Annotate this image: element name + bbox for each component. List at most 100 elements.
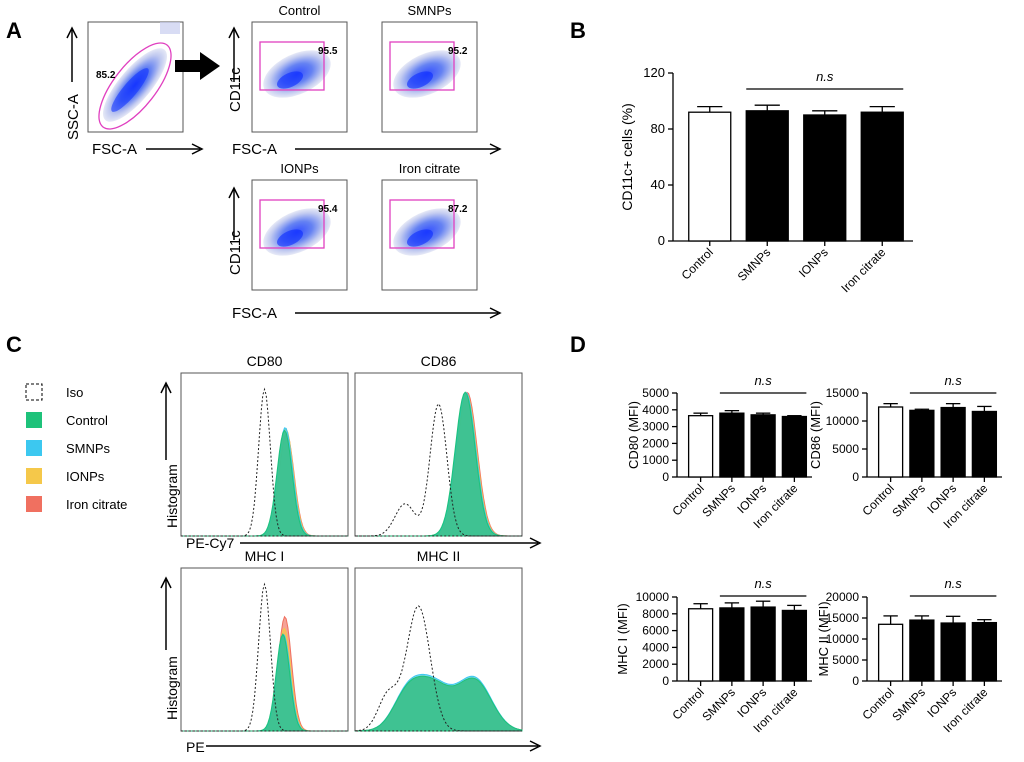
bar [687, 608, 714, 682]
y-tick-label: 0 [662, 470, 669, 484]
bar [750, 606, 776, 682]
x-tick-label: SMNPs [699, 481, 738, 520]
bar [877, 623, 904, 682]
panel-letter-a: A [6, 18, 22, 43]
y-tick-label: 5000 [642, 386, 669, 400]
bar-chart: 010002000300040005000ControlSMNPsIONPsIr… [626, 373, 812, 531]
histogram-title: CD80 [247, 353, 283, 369]
bar-charts: 0 40 80 120 Control SMNPs IONPs Iron citrate CD1… [615, 65, 1002, 735]
bar [877, 406, 904, 478]
y-tick-label: 10000 [826, 414, 860, 428]
cd11c-plot: IONPs 95.4 [251, 161, 348, 291]
y-tick-label: 4000 [642, 640, 669, 654]
pe-label: PE [186, 739, 205, 755]
y-tick-label: 5000 [832, 653, 859, 667]
y-tick-label: 40 [651, 177, 665, 192]
legend-swatch [26, 412, 42, 428]
panel-letter-c: C [6, 332, 22, 357]
cd11c-plot-title: SMNPs [407, 3, 452, 18]
y-axis-label: CD86 (MFI) [808, 401, 823, 469]
significance-label: n.s [754, 576, 772, 591]
cd11c-ylabel-bottom: CD11c [227, 230, 244, 275]
y-tick-label: 15000 [826, 386, 860, 400]
histogram-title: MHC II [417, 548, 461, 564]
cd11c-gate-value: 95.5 [318, 46, 338, 57]
bar [781, 415, 808, 478]
bar [688, 111, 732, 242]
histogram-panel: CD80 [180, 353, 349, 537]
cd11c-gate-value: 87.2 [448, 204, 468, 215]
cd11c-gate [389, 199, 455, 249]
x-tick-label: Iron citrate [838, 245, 888, 295]
cd11c-gate-value: 95.4 [318, 204, 338, 215]
bar [971, 621, 998, 682]
y-tick-label: 5000 [832, 442, 859, 456]
bar [971, 410, 998, 478]
bar [687, 415, 714, 478]
y-tick-label: 0 [662, 674, 669, 688]
y-tick-label: 15000 [826, 611, 860, 625]
y-axis-label: MHC II (MFI) [816, 601, 831, 676]
y-tick-label: 8000 [642, 607, 669, 621]
x-tick-label: SMNPs [735, 245, 774, 284]
histogram-panel: CD86 [354, 353, 523, 537]
cd11c-plot-title: Control [279, 3, 321, 18]
x-tick-label: SMNPs [889, 685, 928, 724]
gate-arrow-icon [175, 52, 220, 80]
y-tick-label: 10000 [636, 590, 670, 604]
histogram-curve [355, 391, 522, 537]
bar [940, 622, 966, 682]
cd11c-plot-title: Iron citrate [399, 161, 460, 176]
y-tick-label: 0 [658, 233, 665, 248]
cd11c-gate [259, 41, 325, 91]
bar [940, 406, 966, 478]
panel-a: 85.2 SSC-A FSC-A Control 95.5 SMNPs 95.2 ION… [65, 3, 502, 322]
y-tick-label: 10000 [826, 632, 860, 646]
legend-swatch [26, 468, 42, 484]
y-tick-label: 20000 [826, 590, 860, 604]
histogram-ylabel-top: Histogram [164, 464, 180, 528]
y-tick-label: 6000 [642, 624, 669, 638]
iso-curve [354, 605, 522, 732]
y-tick-label: 2000 [642, 657, 669, 671]
y-tick-label: 1000 [642, 453, 669, 467]
iso-curve [355, 402, 522, 537]
panel-letter-b: B [570, 18, 586, 43]
histogram-title: MHC I [245, 548, 285, 564]
y-axis-label: CD80 (MFI) [626, 401, 641, 469]
y-axis-label: MHC I (MFI) [615, 603, 630, 674]
cd11c-gate [389, 41, 455, 91]
bar [781, 609, 808, 682]
y-tick-label: 0 [852, 470, 859, 484]
y-tick-label: 120 [643, 65, 665, 80]
bar [750, 414, 776, 478]
legend-label: Iron citrate [66, 497, 127, 512]
fsc-a-label-top: FSC-A [92, 141, 137, 158]
cd11c-plot: SMNPs 95.2 [381, 3, 478, 133]
fsc-a-label-bottom: FSC-A [232, 305, 277, 322]
ssc-a-label: SSC-A [65, 94, 82, 140]
legend-swatch [25, 383, 43, 401]
cd11c-gate-value: 95.2 [448, 46, 468, 57]
cd11c-gates: Control 95.5 SMNPs 95.2 IONPs 95.4 Iron citrat… [251, 3, 478, 291]
histogram-ylabel-bottom: Histogram [164, 656, 180, 720]
legend-label: Iso [66, 385, 83, 400]
y-tick-label: 2000 [642, 436, 669, 450]
y-tick-label: 4000 [642, 403, 669, 417]
bar [719, 607, 745, 682]
bar [909, 619, 935, 682]
pe-cy7-label: PE-Cy7 [186, 535, 234, 551]
y-tick-label: 80 [651, 121, 665, 136]
cd11c-gate [259, 199, 325, 249]
legend-label: Control [66, 413, 108, 428]
histogram-panel: MHC II [354, 548, 523, 732]
x-tick-label: IONPs [796, 245, 831, 280]
y-tick-label: 3000 [642, 420, 669, 434]
cd11c-ylabel-top: CD11c [227, 67, 244, 112]
y-axis-label: CD11c+ cells (%) [619, 103, 635, 211]
cd11c-plot: Iron citrate 87.2 [381, 161, 478, 291]
significance-label: n.s [754, 373, 772, 388]
bar [803, 114, 847, 242]
